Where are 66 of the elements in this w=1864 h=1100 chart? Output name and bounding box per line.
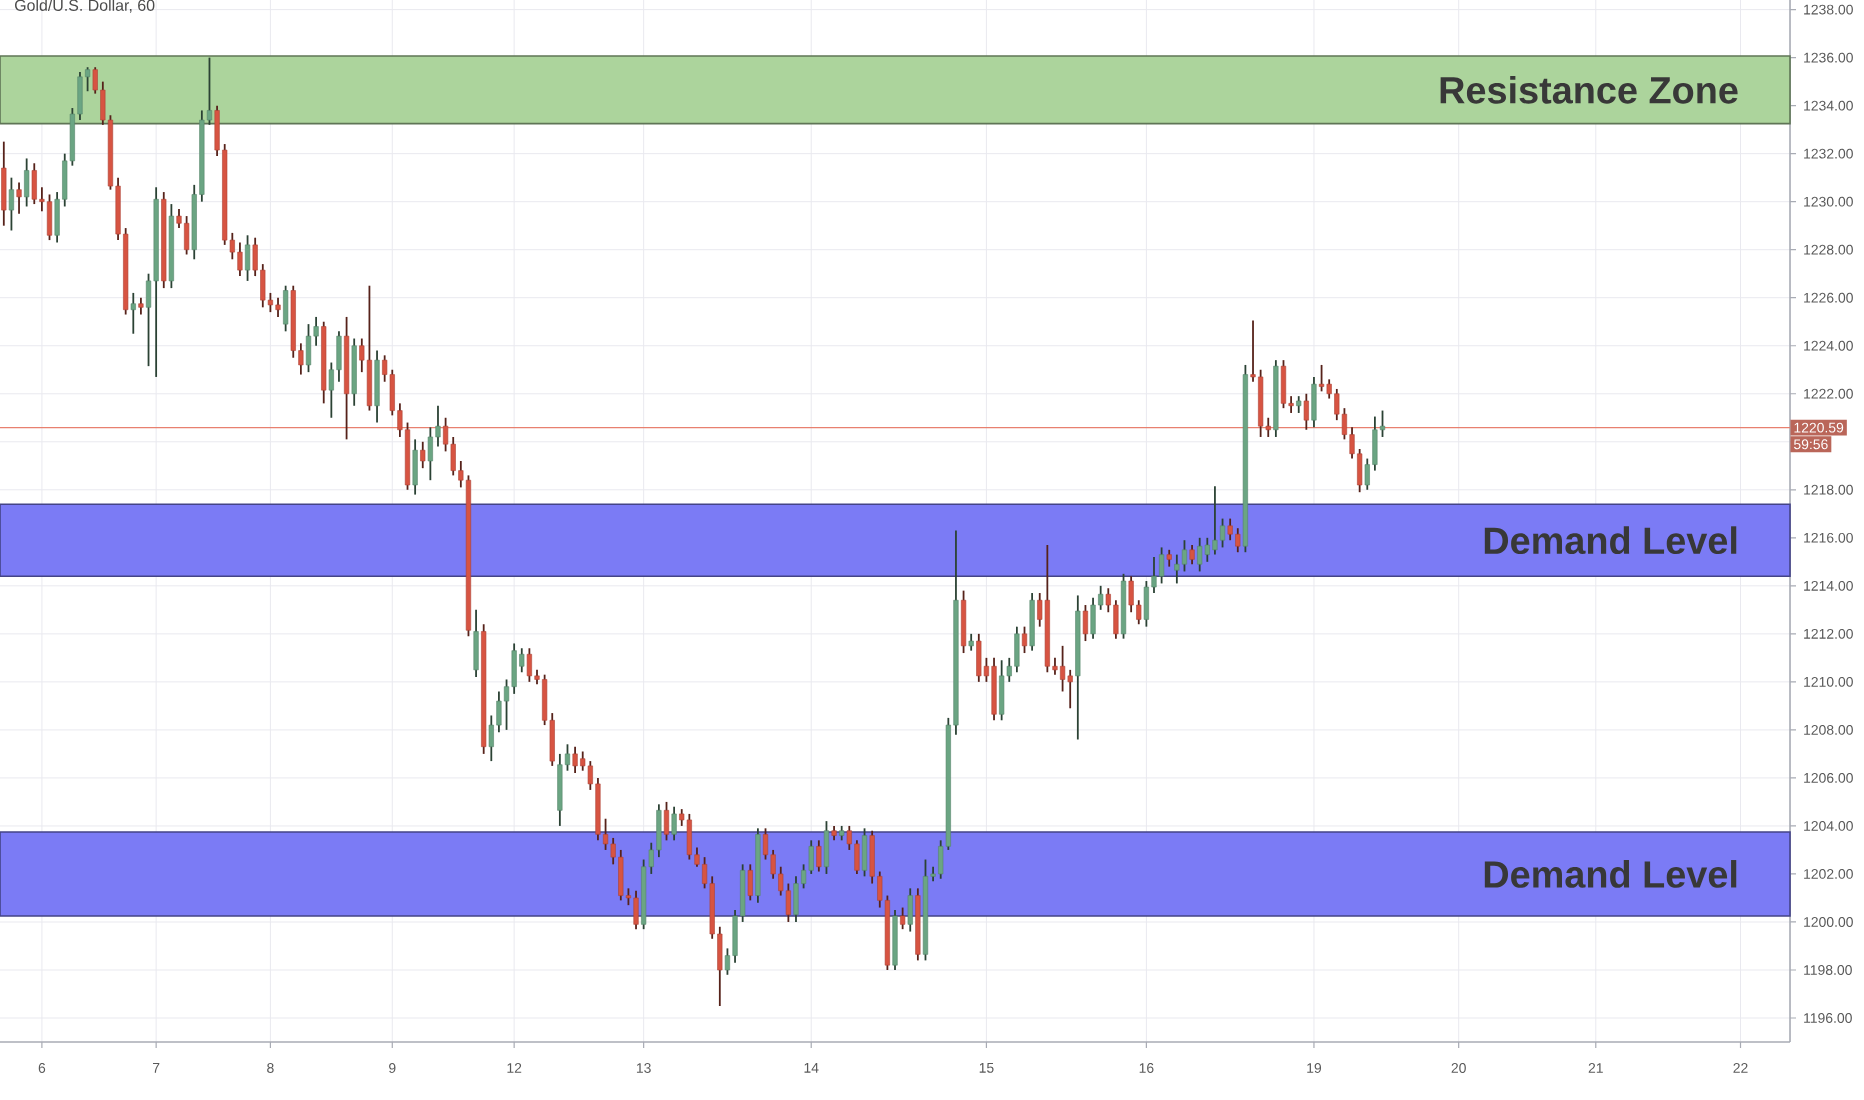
candlestick [283, 284, 289, 333]
candlestick [24, 157, 30, 208]
candlestick [557, 753, 563, 827]
candlestick [46, 193, 53, 241]
candlestick [31, 162, 37, 205]
candlestick [420, 440, 426, 470]
candlestick [237, 241, 243, 277]
candlestick [976, 632, 982, 683]
candlestick [572, 745, 578, 774]
candlestick [526, 647, 532, 683]
candlestick [366, 284, 373, 412]
candlestick [618, 849, 624, 902]
candlestick [816, 839, 822, 873]
candlestick [305, 323, 312, 374]
candlestick [511, 642, 517, 695]
candlestick [336, 330, 342, 383]
candlestick [1311, 376, 1317, 429]
candlestick [1159, 546, 1165, 585]
candlestick [861, 827, 868, 878]
candlestick [1143, 580, 1149, 628]
candlestick [671, 805, 677, 842]
candlestick [244, 234, 251, 282]
candlestick [1303, 392, 1309, 431]
candlestick [1067, 668, 1073, 710]
candlestick [427, 426, 433, 482]
candlestick [1204, 536, 1210, 563]
candlestick [1082, 604, 1089, 642]
candlestick [275, 296, 281, 318]
candlestick [1227, 517, 1233, 542]
candlestick [999, 659, 1005, 722]
band-label: Demand Level [1484, 526, 1737, 555]
band-label: Demand Level [1484, 860, 1737, 888]
candlestick [1197, 536, 1203, 573]
candlestick [1128, 575, 1134, 614]
candlestick [1021, 625, 1028, 654]
candlestick [374, 349, 380, 424]
candlestick [1181, 539, 1188, 573]
candlestick [686, 813, 692, 861]
candlestick [793, 875, 799, 923]
candlestick [16, 181, 22, 215]
candlestick [823, 820, 830, 875]
candlestick [412, 438, 418, 496]
candlestick [663, 801, 670, 842]
candlestick [633, 889, 639, 931]
candlestick [473, 608, 479, 678]
candlestick [1029, 592, 1035, 652]
candlestick [1090, 596, 1096, 640]
candlestick [130, 292, 136, 335]
candlestick [184, 215, 190, 256]
candlestick [1113, 599, 1119, 640]
band-label: Resistance Zone [1440, 75, 1738, 104]
candlestick [747, 863, 753, 902]
candlestick [1235, 527, 1241, 554]
candlestick [1, 140, 7, 227]
candlestick [1014, 625, 1020, 674]
candlestick [907, 887, 913, 933]
candlestick [1189, 544, 1195, 566]
candlestick [1219, 517, 1226, 549]
candlestick [1280, 359, 1287, 410]
candlestick [1174, 553, 1180, 585]
candlestick [656, 803, 662, 859]
candlestick [1212, 485, 1218, 556]
candlestick [960, 589, 967, 654]
candlestick [8, 176, 15, 232]
candlestick [900, 906, 906, 931]
candlestick [1318, 364, 1325, 393]
